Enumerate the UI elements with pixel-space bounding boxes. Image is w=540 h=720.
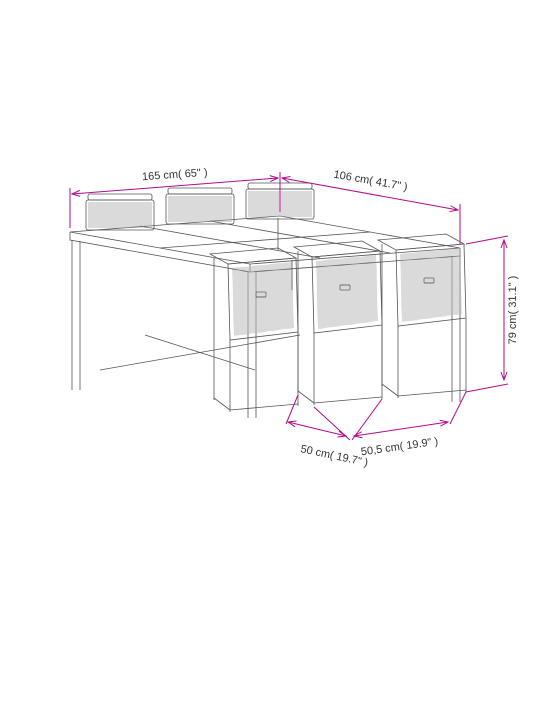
dim-height: 79 cm( 31.1" ): [507, 276, 519, 345]
chair-back-2: [166, 188, 234, 224]
dim-table-length: 165 cm( 65" ): [142, 167, 208, 184]
furniture-dimension-diagram: 165 cm( 65" ) 106 cm( 41.7" ) 79 cm( 31.…: [0, 0, 540, 720]
dim-chair-width: 50,5 cm( 19.9" ): [360, 436, 439, 459]
chair-back-1: [86, 194, 154, 230]
chair-front-3: [378, 234, 466, 398]
dim-chair-depth: 50 cm( 19.7" ): [299, 443, 369, 469]
chair-front-1: [210, 248, 298, 412]
chair-front-2: [294, 241, 382, 405]
